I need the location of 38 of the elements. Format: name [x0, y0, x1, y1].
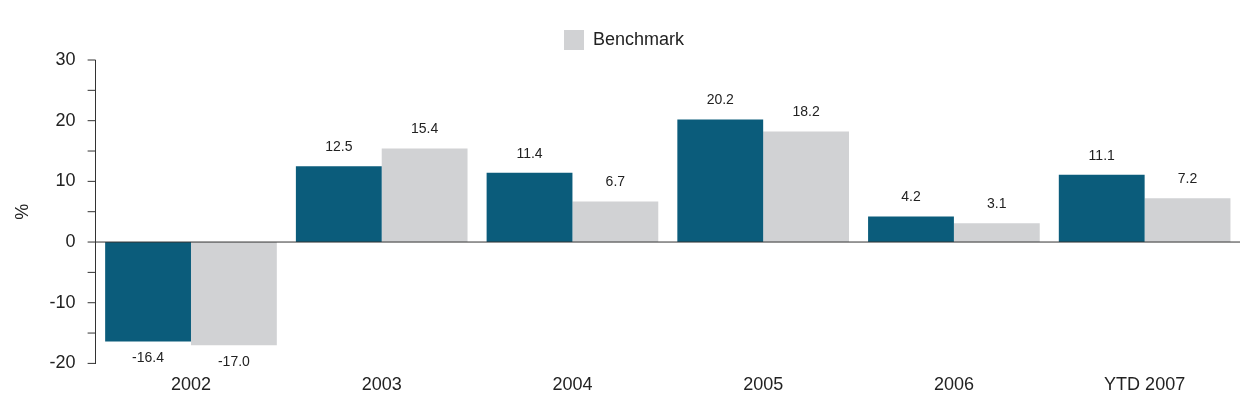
bar [190, 242, 277, 346]
data-label: 11.1 [1088, 146, 1116, 163]
bar [295, 166, 382, 243]
bar [677, 119, 764, 243]
y-tick-label: -20 [49, 352, 76, 373]
bar [868, 216, 954, 243]
data-label: 6.7 [605, 173, 626, 190]
x-tick-label: 2002 [170, 374, 211, 395]
data-label: 11.4 [516, 144, 543, 161]
x-tick-label: 2004 [552, 374, 593, 395]
y-axis-title: % [11, 203, 32, 220]
y-tick-label: 20 [55, 109, 76, 130]
y-tick-label: 30 [55, 48, 76, 69]
bar [572, 201, 659, 243]
bar [381, 148, 468, 243]
x-tick-label: 2005 [743, 374, 784, 395]
y-tick-label: 10 [55, 170, 76, 191]
data-label: 15.4 [411, 120, 439, 137]
data-label: -16.4 [132, 349, 165, 366]
bar [763, 131, 849, 243]
data-label: -17.0 [217, 353, 251, 370]
y-tick-label: 0 [65, 231, 76, 252]
data-label: 3.1 [987, 195, 1007, 212]
bar [486, 172, 573, 243]
bar [1058, 174, 1145, 243]
y-tick-label: -10 [49, 291, 76, 312]
data-label: 18.2 [792, 103, 820, 120]
data-label: 7.2 [1177, 170, 1198, 187]
bar [105, 242, 191, 342]
legend-label: Benchmark [592, 28, 686, 49]
x-tick-label: 2006 [933, 374, 974, 395]
data-label: 12.5 [325, 138, 353, 155]
bar [1144, 198, 1231, 243]
x-tick-label: YTD 2007 [1104, 374, 1186, 395]
data-label: 4.2 [901, 188, 921, 205]
bar [953, 223, 1040, 243]
data-label: 20.2 [706, 91, 735, 108]
x-tick-label: 2003 [361, 374, 402, 395]
